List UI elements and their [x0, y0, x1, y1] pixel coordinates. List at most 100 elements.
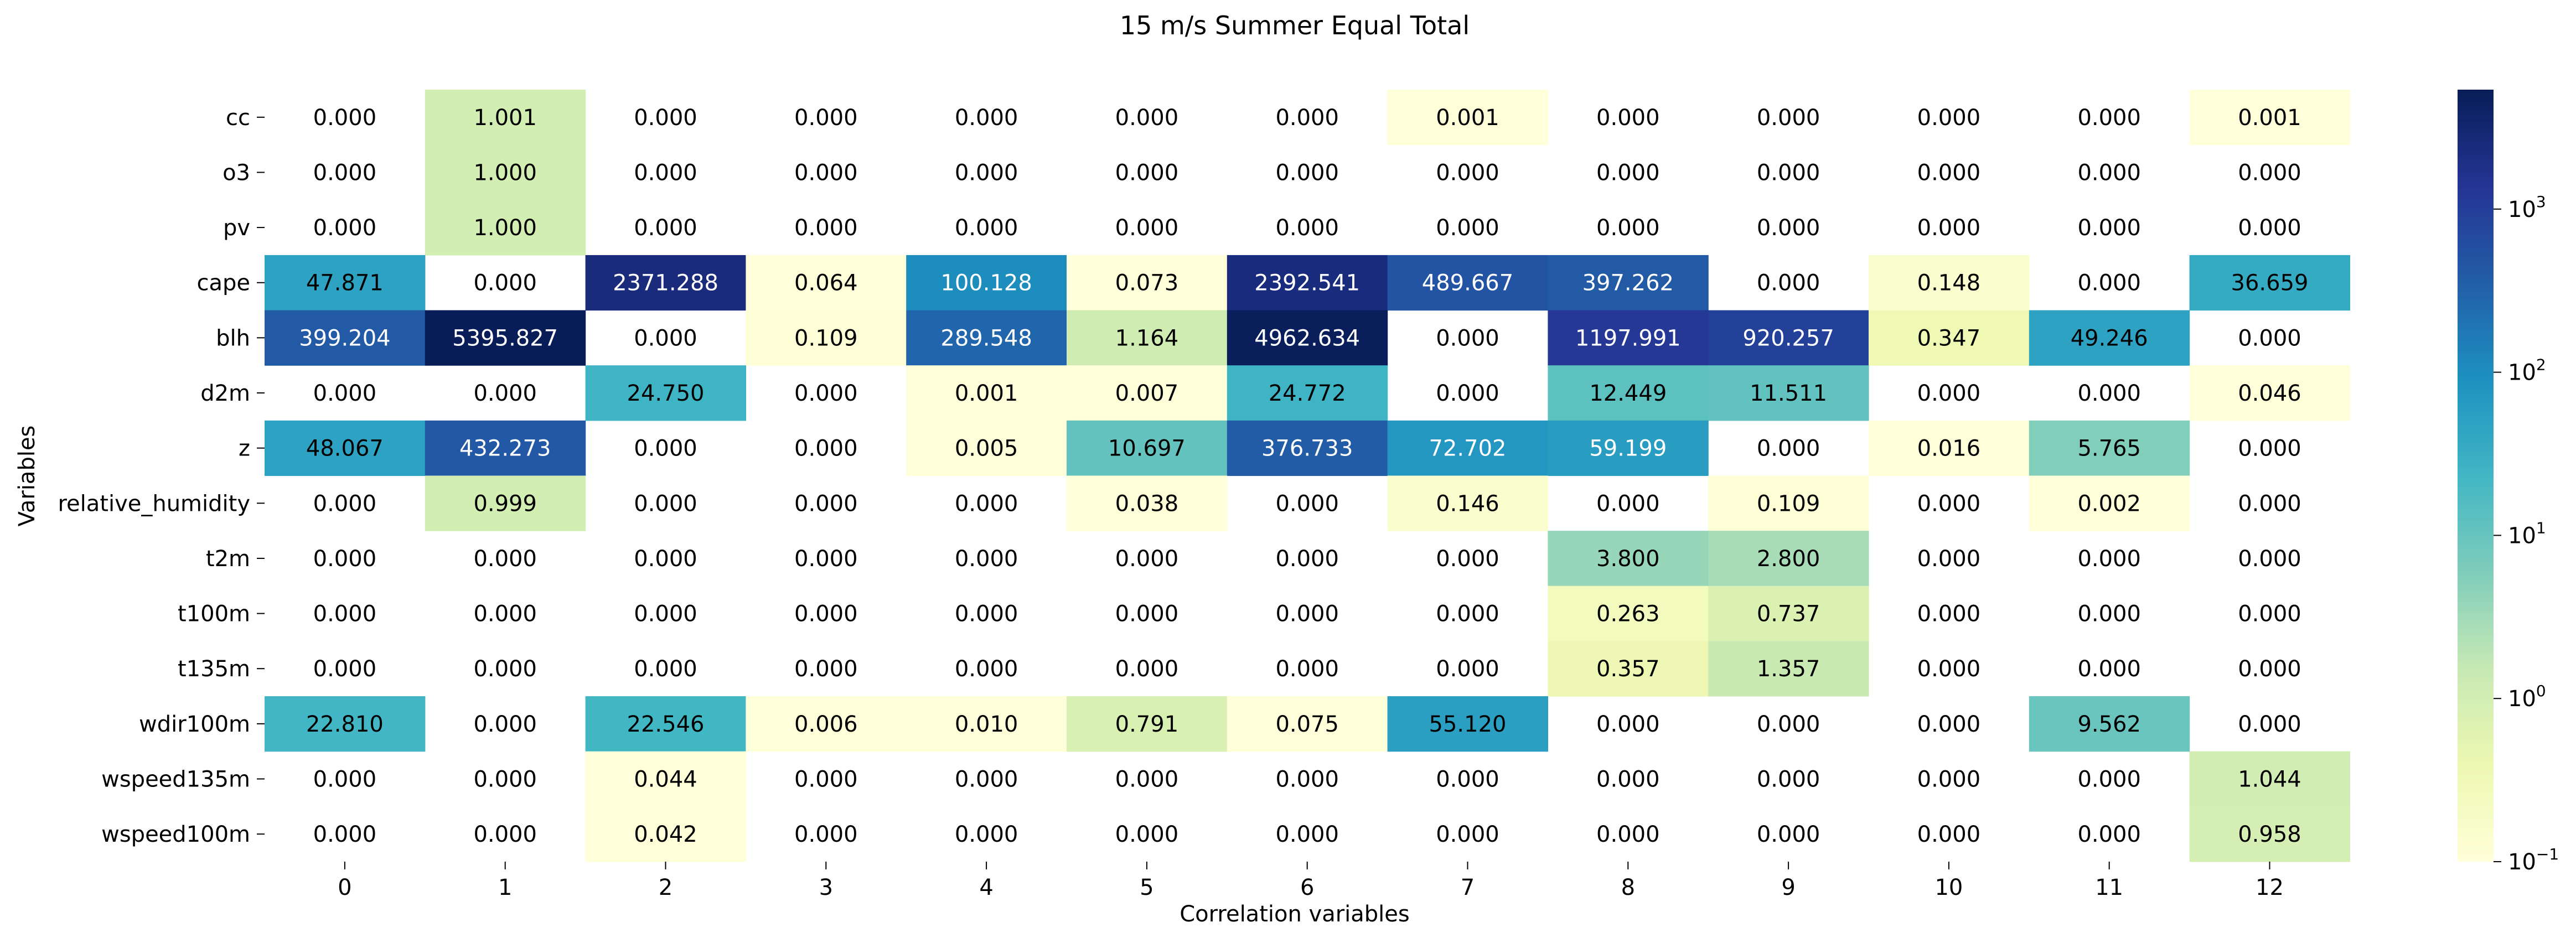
cell-value-label: 0.000 — [1275, 491, 1339, 516]
cell-value-label: 0.000 — [1115, 160, 1179, 185]
colorbar-tick-label: 100 — [2508, 682, 2546, 712]
cell-value-label: 0.000 — [955, 656, 1018, 682]
cell-value-label: 0.000 — [473, 271, 537, 296]
cell-value-label: 0.109 — [1757, 491, 1820, 516]
y-tick-label: wspeed100m — [101, 822, 250, 847]
cell-value-label: 0.000 — [1596, 767, 1660, 792]
cell-value-label: 397.262 — [1582, 271, 1674, 296]
y-tick-label: cc — [226, 105, 250, 131]
x-axis: 0 1 2 3 4 5 6 7 8 9 10 11 12 — [338, 861, 2284, 900]
cell-value-label: 0.016 — [1917, 436, 1981, 462]
cell-value-label: 11.511 — [1750, 381, 1827, 406]
cell-value-label: 0.000 — [473, 712, 537, 737]
heatmap-cell — [1548, 420, 1709, 476]
cell-value-label: 0.000 — [1757, 822, 1820, 847]
heatmap-cell — [1708, 365, 1869, 421]
cell-value-label: 0.000 — [1275, 546, 1339, 572]
cell-value-label: 3.800 — [1596, 546, 1660, 572]
heatmap-cell — [425, 420, 586, 476]
heatmap-cell — [906, 696, 1067, 752]
heatmap-cell — [1387, 90, 1548, 146]
heatmap-cell — [425, 475, 586, 531]
heatmap-cell — [1227, 696, 1388, 752]
cell-value-label: 0.000 — [634, 491, 697, 516]
cell-value-label: 0.000 — [794, 381, 858, 406]
heatmap-cell — [585, 696, 746, 752]
heatmap-cell — [1067, 255, 1228, 311]
heatmap-cell — [746, 255, 907, 311]
cell-value-label: 36.659 — [2231, 271, 2309, 296]
cell-value-label: 0.000 — [1596, 215, 1660, 241]
heatmap-cell — [1708, 641, 1869, 697]
cell-value-label: 0.000 — [1917, 160, 1981, 185]
heatmap-cell — [1869, 310, 2030, 366]
x-tick-label: 2 — [659, 875, 673, 900]
x-tick-label: 4 — [979, 875, 993, 900]
heatmap-cell — [1227, 420, 1388, 476]
heatmap-cell — [265, 255, 426, 311]
x-tick-label: 3 — [819, 875, 833, 900]
cell-value-label: 0.042 — [634, 822, 697, 847]
heatmap-cell — [1387, 696, 1548, 752]
cell-value-label: 0.000 — [634, 325, 697, 351]
heatmap-cell — [2029, 420, 2190, 476]
cell-value-label: 0.000 — [634, 436, 697, 462]
cell-value-label: 0.000 — [634, 546, 697, 572]
cell-value-label: 0.000 — [2238, 546, 2301, 572]
y-tick-label: blh — [216, 325, 250, 351]
cell-value-label: 0.000 — [1757, 767, 1820, 792]
colorbar-tick-label: 102 — [2508, 356, 2546, 386]
cell-value-label: 432.273 — [459, 436, 551, 462]
heatmap-cell — [265, 310, 426, 366]
x-tick-label: 10 — [1934, 875, 1963, 900]
heatmap-cell — [1387, 475, 1548, 531]
cell-value-label: 0.000 — [1917, 215, 1981, 241]
cell-value-label: 72.702 — [1429, 436, 1507, 462]
cell-value-label: 0.148 — [1917, 271, 1981, 296]
cell-value-label: 0.000 — [1917, 491, 1981, 516]
cell-value-label: 0.000 — [794, 491, 858, 516]
heatmap-cell — [906, 420, 1067, 476]
y-tick-label: relative_humidity — [58, 491, 250, 516]
cell-value-label: 0.000 — [2238, 436, 2301, 462]
heatmap-cell — [906, 255, 1067, 311]
cell-value-label: 1.357 — [1757, 656, 1820, 682]
cell-value-label: 0.000 — [2077, 215, 2141, 241]
cell-value-label: 0.000 — [1917, 602, 1981, 627]
cell-value-label: 0.000 — [1436, 381, 1499, 406]
cell-value-label: 0.000 — [1115, 822, 1179, 847]
x-axis-label: Correlation variables — [1180, 901, 1410, 927]
cell-value-label: 0.000 — [1275, 602, 1339, 627]
x-tick-label: 1 — [498, 875, 512, 900]
cell-value-label: 0.000 — [1436, 215, 1499, 241]
cell-value-label: 0.357 — [1596, 656, 1660, 682]
cell-value-label: 0.001 — [1436, 105, 1499, 131]
cell-value-label: 0.000 — [1436, 325, 1499, 351]
heatmap-cell — [585, 806, 746, 862]
cell-value-label: 0.737 — [1757, 602, 1820, 627]
cell-value-label: 0.000 — [634, 602, 697, 627]
cell-value-label: 0.000 — [473, 656, 537, 682]
y-tick-label: z — [239, 436, 250, 462]
cell-value-label: 920.257 — [1742, 325, 1834, 351]
cell-value-label: 0.000 — [1275, 105, 1339, 131]
cell-value-label: 399.204 — [299, 325, 390, 351]
heatmap-cell — [265, 420, 426, 476]
cell-value-label: 5.765 — [2077, 436, 2141, 462]
cell-value-label: 0.010 — [955, 712, 1018, 737]
cell-value-label: 0.000 — [1757, 105, 1820, 131]
colorbar-tick-label: 101 — [2508, 519, 2546, 548]
cell-value-label: 2371.288 — [613, 271, 718, 296]
y-tick-label: wspeed135m — [101, 767, 250, 792]
cell-value-label: 24.750 — [627, 381, 705, 406]
heatmap-cells — [265, 90, 2350, 862]
cell-value-label: 5395.827 — [452, 325, 558, 351]
cell-value-label: 0.000 — [2238, 712, 2301, 737]
heatmap-cell — [2029, 310, 2190, 366]
cell-value-label: 0.000 — [1275, 160, 1339, 185]
cell-value-label: 0.000 — [1115, 602, 1179, 627]
cell-value-label: 0.000 — [313, 602, 377, 627]
cell-value-label: 0.000 — [1596, 160, 1660, 185]
cell-value-label: 376.733 — [1261, 436, 1353, 462]
cell-value-label: 22.810 — [306, 712, 384, 737]
